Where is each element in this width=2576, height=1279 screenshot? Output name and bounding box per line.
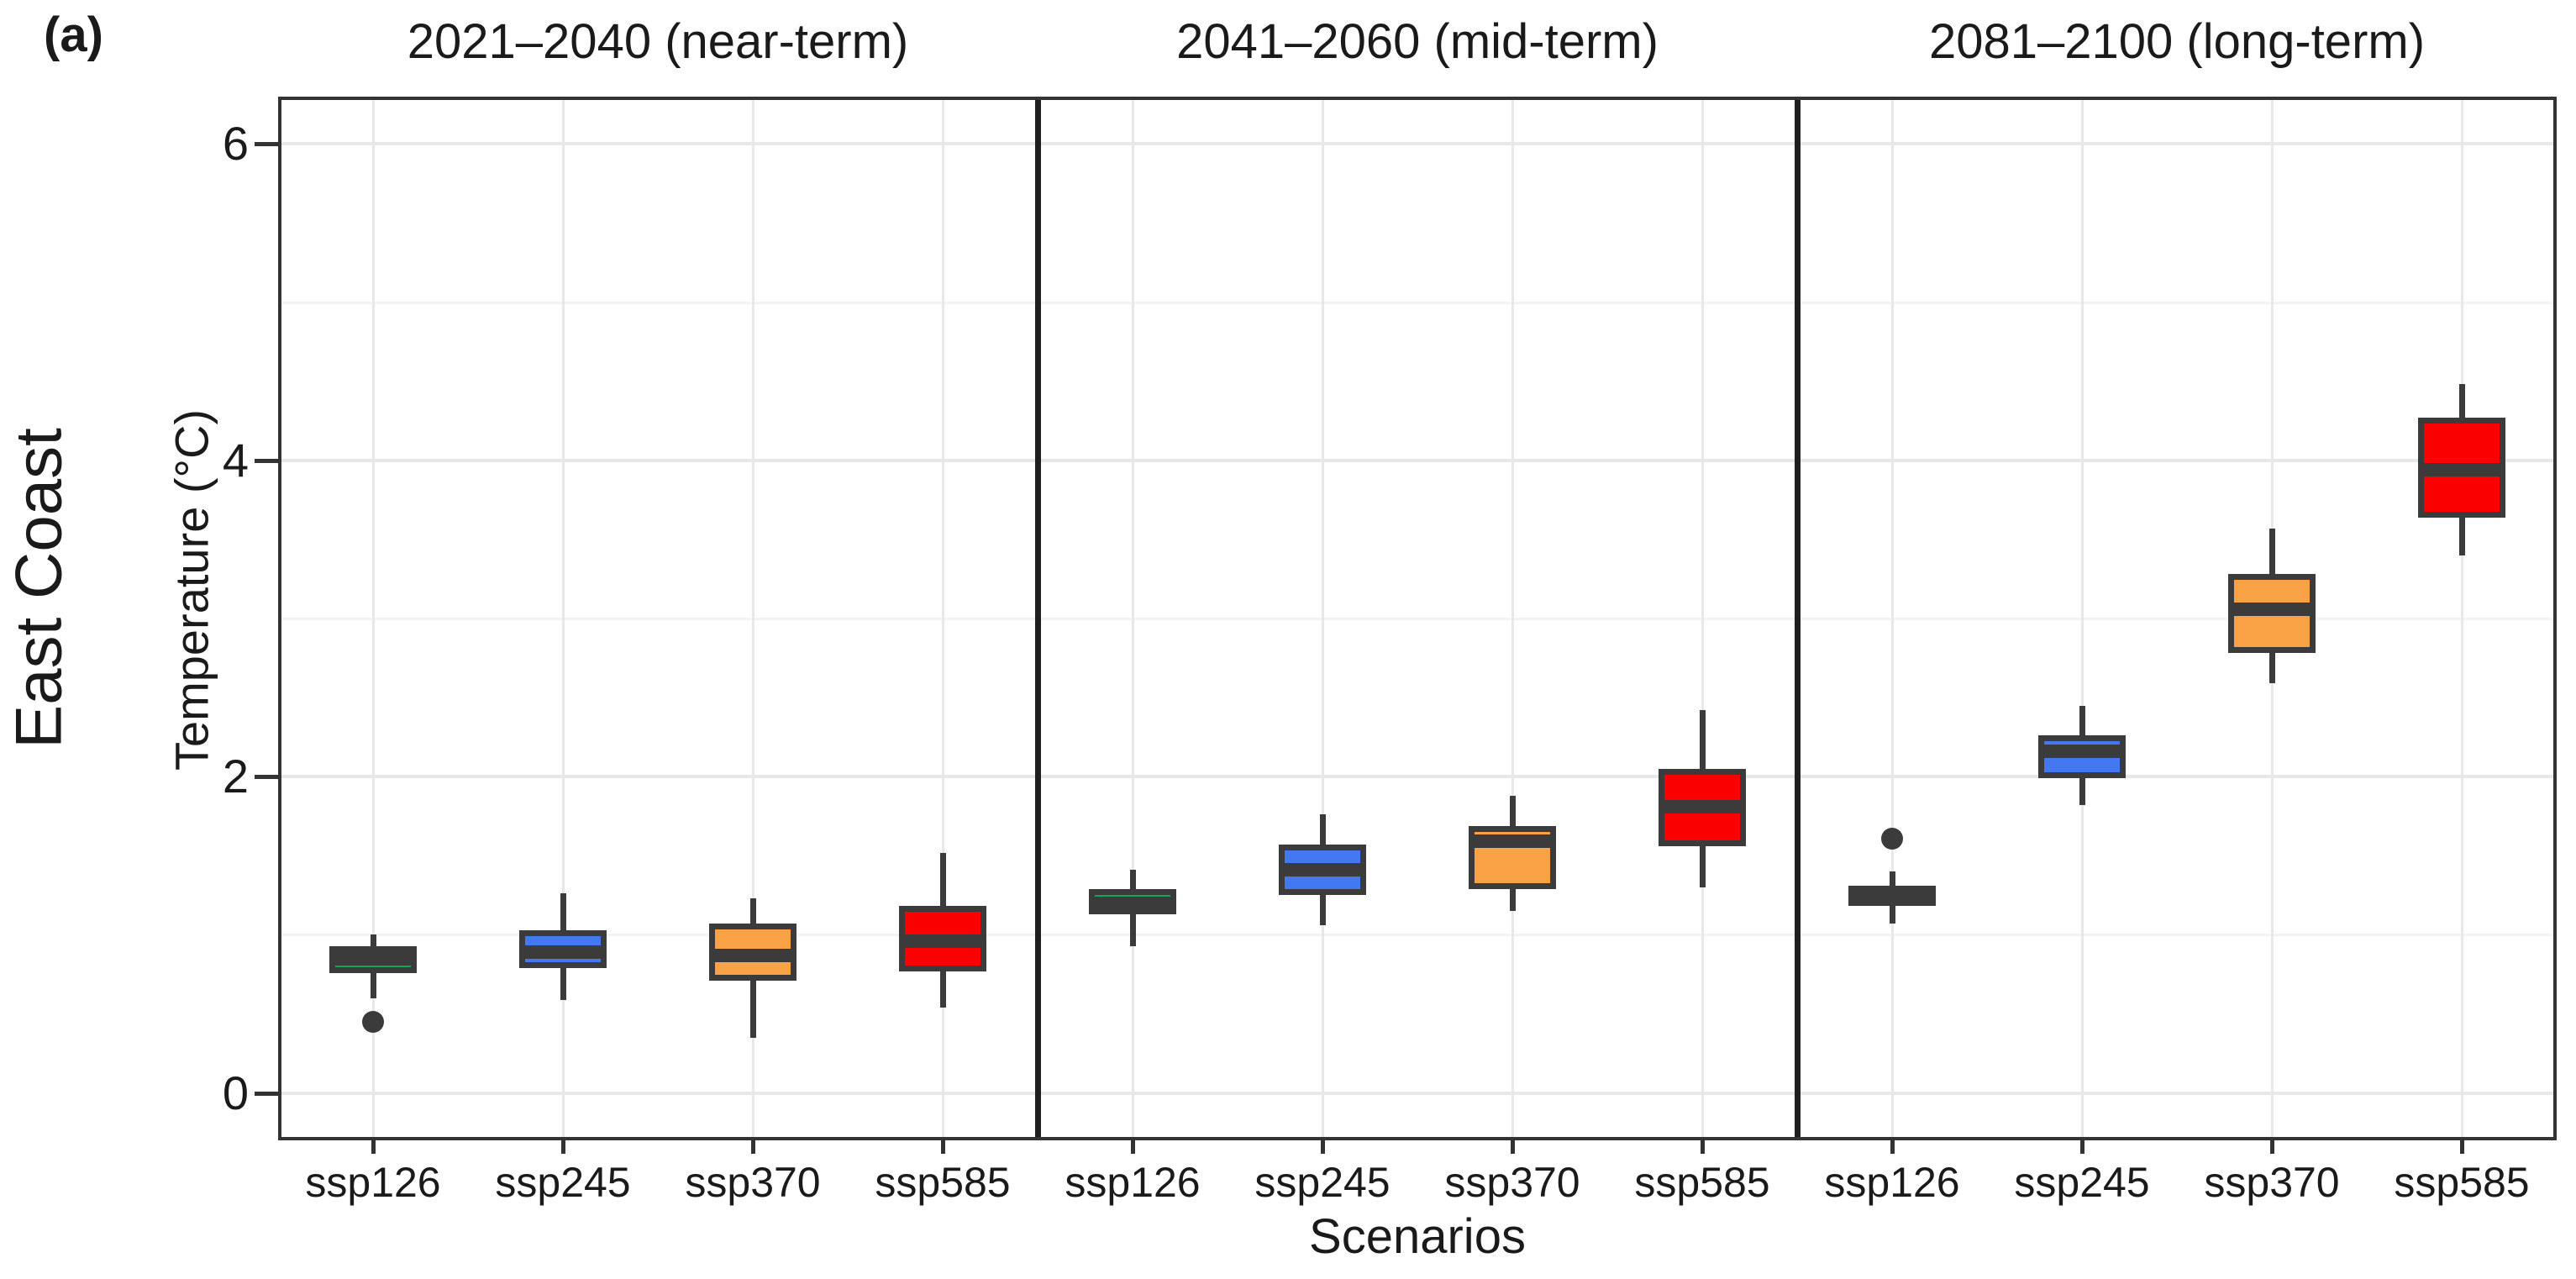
y-tick-label: 4: [222, 433, 249, 487]
gridline-major: [278, 458, 2557, 462]
x-axis-title: Scenarios: [1309, 1209, 1526, 1264]
lower-whisker: [749, 980, 756, 1038]
lower-whisker: [1319, 895, 1326, 926]
facet-title: 2021–2040 (near-term): [407, 14, 909, 69]
median-line: [1851, 887, 1933, 901]
x-tick-label: ssp126: [1065, 1159, 1201, 1206]
median-line: [2421, 463, 2503, 477]
x-tick-mark: [2460, 1140, 2464, 1154]
x-tick-label: ssp585: [1634, 1159, 1770, 1206]
upper-whisker: [1129, 870, 1136, 889]
upper-whisker: [1509, 795, 1516, 826]
gridline-category: [1701, 97, 1704, 1140]
y-tick-label: 0: [222, 1066, 249, 1119]
median-line: [332, 951, 414, 966]
upper-whisker: [1889, 871, 1895, 886]
x-tick-mark: [2270, 1140, 2274, 1154]
median-line: [1471, 834, 1553, 849]
upper-whisker: [1319, 814, 1326, 845]
gridline-category: [2460, 97, 2463, 1140]
gridline-minor: [278, 301, 2557, 304]
upper-whisker: [2458, 384, 2465, 418]
upper-whisker: [370, 934, 376, 946]
x-tick-label: ssp126: [305, 1159, 441, 1206]
upper-whisker: [2079, 705, 2085, 736]
lower-whisker: [560, 967, 566, 1000]
x-tick-label: ssp370: [2204, 1159, 2340, 1206]
lower-whisker: [939, 971, 946, 1008]
x-tick-mark: [1321, 1140, 1325, 1154]
lower-whisker: [1509, 888, 1516, 912]
facet-title: 2041–2060 (mid-term): [1176, 14, 1659, 69]
median-line: [1091, 896, 1174, 910]
lower-whisker: [1129, 913, 1136, 946]
gridline-major: [278, 142, 2557, 146]
y-tick-mark: [255, 458, 278, 463]
x-tick-label: ssp245: [1254, 1159, 1391, 1206]
gridline-category: [371, 97, 375, 1140]
gridline-category: [2080, 97, 2084, 1140]
gridline-major: [278, 1091, 2557, 1095]
row-label-east-coast: East Coast: [1, 428, 76, 749]
x-tick-mark: [1701, 1140, 1705, 1154]
y-tick-mark: [255, 142, 278, 147]
x-tick-mark: [941, 1140, 945, 1154]
gridline-minor: [278, 618, 2557, 620]
panel-separator: [1034, 97, 1041, 1140]
median-line: [2041, 745, 2123, 759]
x-tick-mark: [1890, 1140, 1895, 1154]
upper-whisker: [2268, 528, 2275, 575]
median-line: [2231, 602, 2313, 616]
x-tick-mark: [1131, 1140, 1135, 1154]
x-tick-mark: [751, 1140, 755, 1154]
gridline-minor: [278, 934, 2557, 937]
x-tick-mark: [2080, 1140, 2084, 1154]
x-tick-mark: [1511, 1140, 1515, 1154]
upper-whisker: [1699, 710, 1706, 769]
gridline-category: [1321, 97, 1324, 1140]
y-tick-label: 6: [222, 117, 249, 171]
x-tick-label: ssp245: [2014, 1159, 2150, 1206]
gridline-category: [751, 97, 754, 1140]
gridline-category: [941, 97, 944, 1140]
median-line: [1281, 863, 1364, 877]
median-line: [1661, 799, 1743, 813]
upper-whisker: [939, 852, 946, 907]
gridline-category: [561, 97, 565, 1140]
figure-panel-letter: (a): [44, 8, 103, 62]
outlier-point: [1881, 827, 1903, 850]
y-tick-mark: [255, 775, 278, 780]
lower-whisker: [1889, 906, 1895, 924]
upper-whisker: [560, 893, 566, 930]
x-tick-mark: [371, 1140, 376, 1154]
y-tick-mark: [255, 1091, 278, 1096]
x-tick-label: ssp245: [495, 1159, 631, 1206]
median-line: [712, 948, 794, 962]
panel-separator: [1794, 97, 1801, 1140]
y-tick-label: 2: [222, 750, 249, 803]
lower-whisker: [1699, 845, 1706, 887]
gridline-category: [1890, 97, 1894, 1140]
gridline-major: [278, 775, 2557, 779]
lower-whisker: [2458, 517, 2465, 555]
gridline-category: [1131, 97, 1134, 1140]
lower-whisker: [2079, 778, 2085, 806]
x-tick-label: ssp370: [685, 1159, 821, 1206]
x-tick-label: ssp585: [2394, 1159, 2530, 1206]
x-tick-label: ssp585: [875, 1159, 1011, 1206]
facet-title: 2081–2100 (long-term): [1928, 14, 2426, 69]
outlier-point: [362, 1010, 384, 1033]
x-tick-label: ssp370: [1444, 1159, 1580, 1206]
median-line: [902, 934, 984, 948]
upper-whisker: [749, 898, 756, 924]
x-tick-mark: [561, 1140, 565, 1154]
median-line: [522, 945, 604, 960]
lower-whisker: [370, 972, 376, 998]
lower-whisker: [2268, 653, 2275, 684]
x-tick-label: ssp126: [1824, 1159, 1960, 1206]
gridline-category: [1511, 97, 1514, 1140]
